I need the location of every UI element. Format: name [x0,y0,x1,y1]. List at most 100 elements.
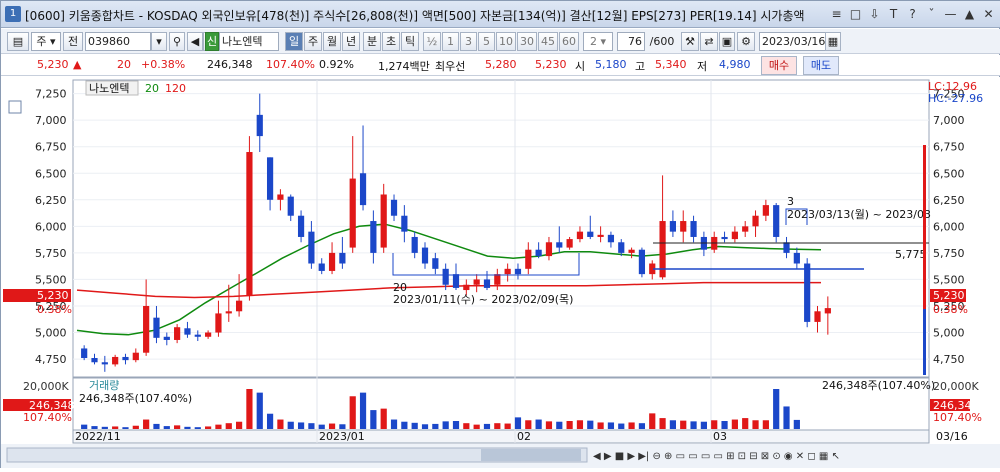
open-price: 5,180 [595,58,627,71]
scroll-thumb[interactable] [481,449,581,461]
volume-axis-top-right: 20,000K [933,380,979,393]
candle-body [783,242,790,253]
price-axis-label-right: 5,750 [933,247,965,260]
layout-icon[interactable]: ▤ [7,32,29,51]
code-dropdown-icon[interactable]: ▾ [151,32,167,51]
price-range-bar [923,145,926,375]
candle-body [91,358,98,363]
volume-bar [215,424,222,429]
price-axis-label-left: 7,250 [35,88,67,101]
chart-area[interactable]: 7,250 7,250 7,000 7,000 6,750 6,750 6,500 6,500… [1,77,1000,469]
settings-icon[interactable]: ⚙ [737,32,755,51]
annotation2-bracket[interactable] [785,208,808,225]
candle-body [143,305,150,353]
scroll-track[interactable] [6,447,588,463]
minute-1[interactable]: 1 [442,32,459,51]
volume-bar [328,423,336,429]
menu-icon[interactable]: ≡ [831,7,842,21]
candle-body [576,231,584,240]
minimize-icon[interactable]: — [944,7,957,21]
maximize-icon[interactable]: ▲ [964,7,975,21]
help-icon[interactable]: ? [909,7,916,21]
date-value: 2023/03/16 [762,35,826,48]
tab-month[interactable]: 월 [323,32,341,51]
volume-bar [793,419,800,429]
volume-bar [174,425,181,429]
volume-bar [690,421,697,429]
hline-label: 5,775 [895,248,927,261]
tab-second[interactable]: 초 [382,32,400,51]
search-icon[interactable]: ⚲ [169,32,185,51]
volume-bar [411,422,418,429]
left-volume-tag-pct: 107.40% [23,411,72,424]
tab-week[interactable]: 주 [304,32,322,51]
custom-interval-dropdown[interactable]: 2 ▾ [583,32,613,51]
calendar-icon[interactable]: ▦ [825,32,841,51]
minute-3[interactable]: 3 [460,32,477,51]
count-input[interactable]: 76 [617,32,645,51]
save-icon[interactable]: ▣ [719,32,735,51]
pin-icon[interactable]: ⇩ [869,7,880,21]
sell-button[interactable]: 매도 [803,56,839,75]
date-input[interactable]: 2023/03/16 [759,32,827,51]
minute-30[interactable]: 30 [517,32,537,51]
volume-bar [452,421,460,429]
volume-bar [246,389,253,429]
tab-minute[interactable]: 분 [363,32,381,51]
volume-bar [432,423,439,429]
volume-bar [277,419,284,429]
price-axis-label-right: 6,250 [933,194,965,207]
scroll-controls-icons[interactable]: ◀ ▶ ■ ▶ ▶| ⊖ ⊕ ▭ ▭ ▭ ▭ ⊞ ⊡ ⊟ ⊠ ⊙ ◉ ✕ ◻ ▦… [593,451,840,462]
candle-body [607,234,615,243]
candle-body [566,239,573,248]
tab-tick[interactable]: 틱 [401,32,419,51]
speaker-icon[interactable]: ◀ [187,32,203,51]
minute-10[interactable]: 10 [496,32,516,51]
font-icon[interactable]: T [889,7,898,21]
candle-body [277,194,284,200]
stock-code-input[interactable]: 039860 [85,32,151,51]
candle-body [81,348,88,359]
volume-bar [711,420,718,429]
close-icon[interactable]: ✕ [983,7,994,21]
link-icon[interactable]: □ [849,7,862,21]
candle-body [205,332,212,337]
low-price: 4,980 [719,58,751,71]
prev-button[interactable]: 전 [63,32,83,51]
volume-bar [184,426,191,429]
candle-body [494,274,501,285]
annotation1-bracket[interactable] [392,253,580,276]
candle-body [215,313,222,333]
candle-body [308,231,315,264]
panel-toggle-icon[interactable] [8,100,22,114]
candle-body [174,327,181,340]
price-axis-label-right: 6,000 [933,220,965,233]
candle-body [535,249,542,257]
volume-bar [194,427,201,429]
volume-bar [721,421,728,429]
minute-60[interactable]: 60 [559,32,579,51]
minute-5[interactable]: 5 [478,32,495,51]
buy-button[interactable]: 매수 [761,56,797,75]
candle-body [556,242,563,248]
candle-body [442,268,449,285]
tab-day[interactable]: 일 [285,32,303,51]
candle-body [628,249,635,253]
mode-dropdown[interactable]: 주 ▾ [31,32,61,51]
tab-year[interactable]: 년 [342,32,360,51]
candle-body [483,279,491,288]
volume-pct: 107.40% [266,58,315,71]
price-chart[interactable]: 7,250 7,250 7,000 7,000 6,750 6,750 6,500 6,500… [1,77,1000,469]
volume-bar [122,427,129,429]
price-axis-label-left: 4,750 [35,353,67,366]
expand-icon[interactable]: ˇ [928,7,935,21]
candle-body [597,234,604,237]
tools-icon[interactable]: ⚒ [681,32,699,51]
volume-bar [463,423,470,429]
compare-icon[interactable]: ⇄ [700,32,718,51]
candle-body [814,311,821,322]
fraction-button[interactable]: ½ [423,32,441,51]
minute-45[interactable]: 45 [538,32,558,51]
app-icon[interactable]: 1 [5,6,21,22]
candle-body [112,356,119,365]
